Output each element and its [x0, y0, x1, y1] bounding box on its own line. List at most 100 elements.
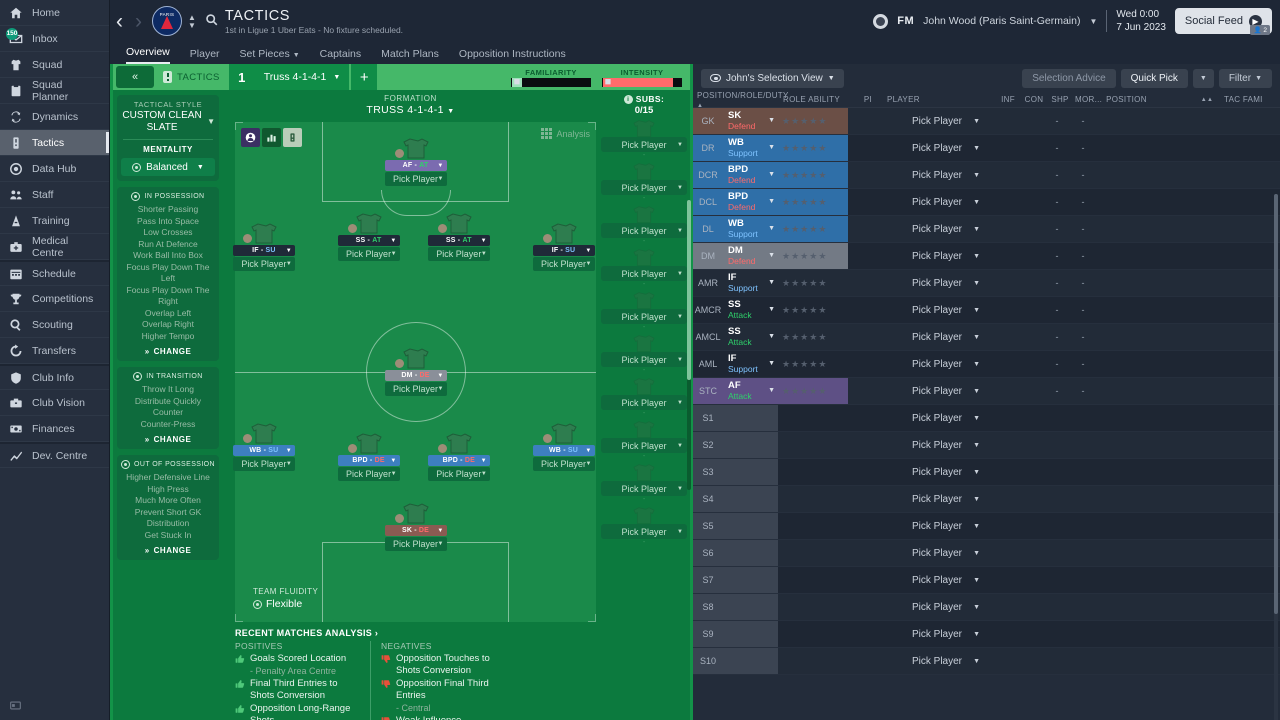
cell-player-dropdown[interactable]: Pick Player ▼	[882, 224, 992, 235]
column-tac-fami[interactable]: TAC FAMI	[1224, 95, 1263, 104]
cell-role-duty[interactable]	[723, 621, 778, 648]
cell-role-duty[interactable]	[723, 486, 778, 513]
tactic-slot-number[interactable]: 1	[228, 64, 255, 90]
sub-pick-dropdown[interactable]: Pick Player ▼	[601, 223, 687, 238]
table-row[interactable]: DCL BPD Defend ▼ ★ ★ ★ ★ ★ Pick Player ▼ - -	[693, 189, 1280, 216]
sidebar-item-medical-centre[interactable]: Medical Centre	[0, 234, 109, 260]
cell-role-duty[interactable]	[723, 540, 778, 567]
sidebar-item-club-info[interactable]: Club Info	[0, 364, 109, 390]
pitch-player-wb-9[interactable]: WB - SU ▼ Pick Player ▼	[532, 422, 595, 471]
out-of-possession-change-button[interactable]: » CHANGE	[144, 546, 192, 555]
analysis-button[interactable]: Analysis	[541, 128, 590, 139]
player-pick-dropdown[interactable]: Pick Player ▼	[232, 457, 295, 471]
sidebar-item-inbox[interactable]: 150 Inbox	[0, 26, 109, 52]
sidebar-item-finances[interactable]: Finances	[0, 416, 109, 442]
cell-player-dropdown[interactable]: Pick Player ▼	[882, 359, 992, 370]
table-row[interactable]: S7 Pick Player ▼	[693, 567, 1280, 594]
sub-slot-7[interactable]: Pick Player ▼ -	[598, 377, 690, 417]
player-role-bar[interactable]: BPD - DE ▼	[337, 455, 400, 466]
pitch-player-dm-5[interactable]: DM - DE ▼ Pick Player ▼	[384, 347, 447, 396]
sidebar-item-squad[interactable]: Squad	[0, 52, 109, 78]
sub-slot-3[interactable]: Pick Player ▼ -	[598, 205, 690, 245]
club-crest[interactable]: PARIS	[152, 6, 182, 36]
table-row[interactable]: DCR BPD Defend ▼ ★ ★ ★ ★ ★ Pick Player ▼ - -	[693, 162, 1280, 189]
sidebar-item-squad-planner[interactable]: Squad Planner	[0, 78, 109, 104]
tactics-view-icon[interactable]	[283, 128, 302, 147]
cell-role-duty[interactable]: SS Attack ▼	[723, 324, 778, 351]
selection-view-dropdown[interactable]: John's Selection View ▼	[701, 68, 844, 88]
player-role-bar[interactable]: WB - SU ▼	[532, 445, 595, 456]
cell-role-duty[interactable]: WB Support ▼	[723, 216, 778, 243]
player-pick-dropdown[interactable]: Pick Player ▼	[337, 247, 400, 261]
manager-name[interactable]: John Wood (Paris Saint-Germain)	[923, 15, 1081, 27]
sub-pick-dropdown[interactable]: Pick Player ▼	[601, 309, 687, 324]
cell-role-duty[interactable]	[723, 648, 778, 675]
sub-slot-1[interactable]: Pick Player ▼ -	[598, 119, 690, 159]
sidebar-item-competitions[interactable]: Competitions	[0, 286, 109, 312]
cell-role-duty[interactable]: IF Support ▼	[723, 270, 778, 297]
cell-player-dropdown[interactable]: Pick Player ▼	[882, 467, 992, 478]
player-role-bar[interactable]: IF - SU ▼	[232, 245, 295, 256]
tab-player[interactable]: Player	[190, 48, 220, 64]
pitch-player-if-1[interactable]: IF - SU ▼ Pick Player ▼	[232, 222, 295, 271]
quick-pick-dropdown[interactable]: ▼	[1192, 68, 1214, 88]
player-role-bar[interactable]: SK - DE ▼	[384, 525, 447, 536]
club-switcher[interactable]: ▲ ▼	[188, 13, 196, 29]
player-pick-dropdown[interactable]: Pick Player ▼	[427, 467, 490, 481]
pitch-player-ss-2[interactable]: SS - AT ▼ Pick Player ▼	[337, 212, 400, 261]
table-row[interactable]: S6 Pick Player ▼	[693, 540, 1280, 567]
in-transition-change-button[interactable]: » CHANGE	[144, 435, 192, 444]
cell-role-duty[interactable]	[723, 432, 778, 459]
pitch-player-ss-3[interactable]: SS - AT ▼ Pick Player ▼	[427, 212, 490, 261]
column-position[interactable]: POSITION	[1106, 95, 1147, 104]
cell-player-dropdown[interactable]: Pick Player ▼	[882, 656, 992, 667]
in-possession-change-button[interactable]: » CHANGE	[144, 347, 192, 356]
cell-role-duty[interactable]	[723, 459, 778, 486]
column-con[interactable]: CON	[1024, 95, 1044, 104]
cell-player-dropdown[interactable]: Pick Player ▼	[882, 143, 992, 154]
pitch[interactable]: Analysis AF - AT ▼ Pick Player ▼ IF - SU ▼ Pic…	[232, 122, 596, 622]
cell-player-dropdown[interactable]: Pick Player ▼	[882, 278, 992, 289]
sub-pick-dropdown[interactable]: Pick Player ▼	[601, 438, 687, 453]
cell-role-duty[interactable]: BPD Defend ▼	[723, 189, 778, 216]
cell-player-dropdown[interactable]: Pick Player ▼	[882, 332, 992, 343]
pitch-player-sk-10[interactable]: SK - DE ▼ Pick Player ▼	[384, 502, 447, 551]
player-role-bar[interactable]: SS - AT ▼	[337, 235, 400, 246]
chevron-down-icon[interactable]: ▼	[1089, 16, 1098, 26]
sub-slot-4[interactable]: Pick Player ▼ -	[598, 248, 690, 288]
nav-back-button[interactable]: ‹	[116, 9, 123, 33]
sidebar-item-home[interactable]: Home	[0, 0, 109, 26]
sidebar-expand-icon[interactable]	[10, 700, 21, 714]
table-row[interactable]: AMR IF Support ▼ ★ ★ ★ ★ ★ Pick Player ▼ - -	[693, 270, 1280, 297]
sidebar-item-data-hub[interactable]: Data Hub	[0, 156, 109, 182]
tab-set-pieces[interactable]: Set Pieces ▼	[240, 48, 300, 64]
player-pick-dropdown[interactable]: Pick Player ▼	[384, 537, 447, 551]
column-shp[interactable]: SHP	[1051, 95, 1069, 104]
pitch-player-if-4[interactable]: IF - SU ▼ Pick Player ▼	[532, 222, 595, 271]
sidebar-item-transfers[interactable]: Transfers	[0, 338, 109, 364]
sidebar-item-club-vision[interactable]: Club Vision	[0, 390, 109, 416]
tab-captains[interactable]: Captains	[320, 48, 361, 64]
player-role-bar[interactable]: SS - AT ▼	[427, 235, 490, 246]
table-row[interactable]: DL WB Support ▼ ★ ★ ★ ★ ★ Pick Player ▼ - -	[693, 216, 1280, 243]
table-row[interactable]: S5 Pick Player ▼	[693, 513, 1280, 540]
cell-role-duty[interactable]: IF Support ▼	[723, 351, 778, 378]
cell-role-duty[interactable]	[723, 594, 778, 621]
cell-player-dropdown[interactable]: Pick Player ▼	[882, 251, 992, 262]
cell-role-duty[interactable]: DM Defend ▼	[723, 243, 778, 270]
tactical-style-box[interactable]: TACTICAL STYLE CUSTOM CLEAN SLATE ▼ MENT…	[117, 95, 219, 181]
cell-role-duty[interactable]: SK Defend ▼	[723, 108, 778, 135]
sub-slot-9[interactable]: Pick Player ▼ -	[598, 463, 690, 503]
cell-role-duty[interactable]	[723, 405, 778, 432]
cell-role-duty[interactable]: WB Support ▼	[723, 135, 778, 162]
cell-player-dropdown[interactable]: Pick Player ▼	[882, 116, 992, 127]
selection-advice-button[interactable]: Selection Advice	[1022, 68, 1116, 88]
cell-role-duty[interactable]	[723, 513, 778, 540]
player-pick-dropdown[interactable]: Pick Player ▼	[532, 457, 595, 471]
tab-overview[interactable]: Overview	[126, 46, 170, 64]
tab-opposition-instructions[interactable]: Opposition Instructions	[459, 48, 566, 64]
sub-slot-10[interactable]: Pick Player ▼ -	[598, 506, 690, 546]
column-sort-arrows[interactable]: ▲▲	[1200, 96, 1214, 103]
table-row[interactable]: AMCL SS Attack ▼ ★ ★ ★ ★ ★ Pick Player ▼ - -	[693, 324, 1280, 351]
recent-matches-title[interactable]: RECENT MATCHES ANALYSIS ›	[235, 628, 379, 638]
